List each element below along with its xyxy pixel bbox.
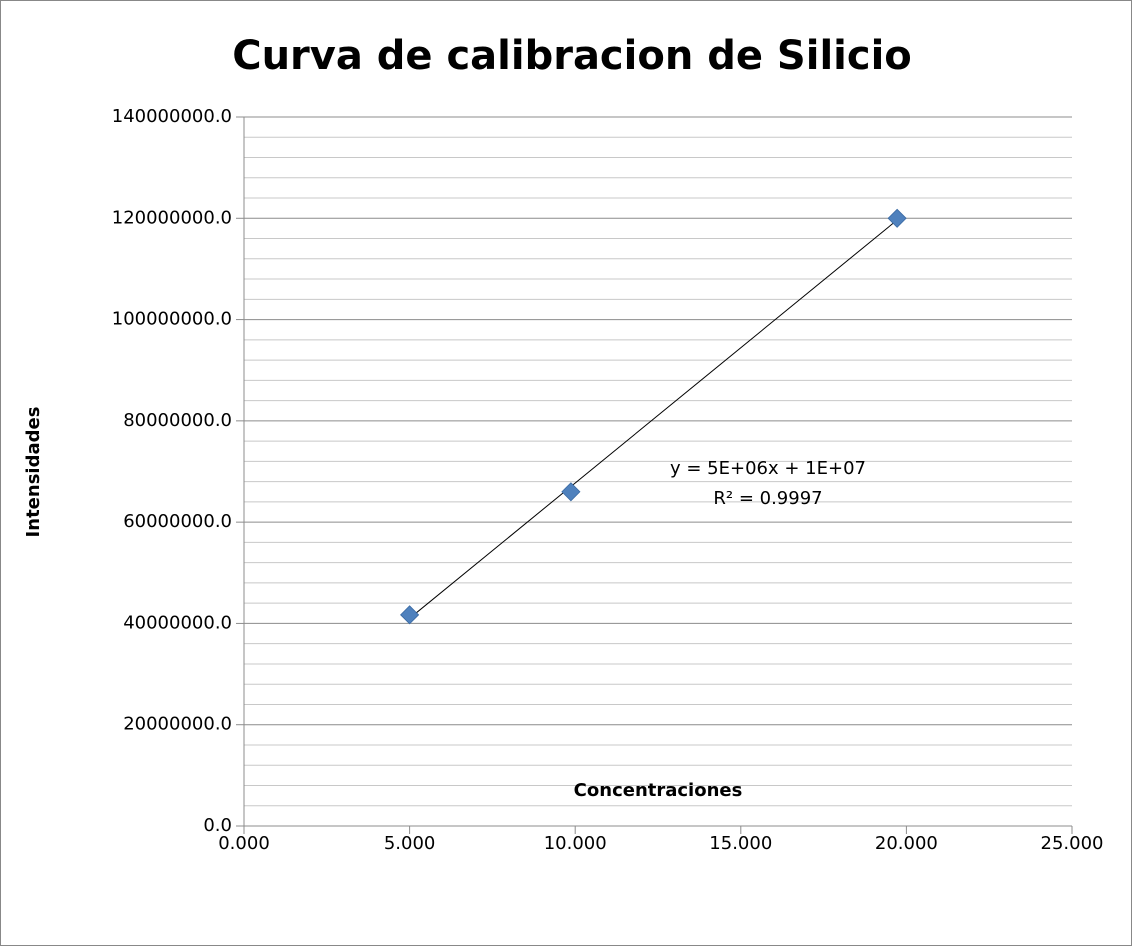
y-tick-label: 80000000.0 — [123, 410, 232, 431]
x-tick-label: 25.000 — [1041, 833, 1104, 854]
plot — [400, 208, 907, 625]
y-tick-label: 140000000.0 — [112, 106, 232, 127]
x-tick-label: 15.000 — [709, 833, 772, 854]
data-point — [887, 208, 907, 228]
data-point — [400, 605, 420, 625]
data-point — [561, 482, 581, 502]
x-tick-label: 0.000 — [218, 833, 270, 854]
y-tick-label: 100000000.0 — [112, 309, 232, 330]
x-tick-label: 5.000 — [384, 833, 436, 854]
x-tick-label: 10.000 — [544, 833, 607, 854]
chart-title: Curva de calibracion de Silicio — [232, 33, 912, 79]
y-tick-label: 40000000.0 — [123, 612, 232, 633]
x-axis-label: Concentraciones — [574, 780, 743, 801]
y-tick-label: 0.0 — [203, 815, 232, 836]
grid: 0.0 20000000.0 40000000.0 60000000.0 8000000… — [112, 106, 1104, 854]
trendline-equation: y = 5E+06x + 1E+07 — [670, 458, 866, 479]
x-tick-label: 20.000 — [875, 833, 938, 854]
y-axis-label: Intensidades — [23, 407, 44, 538]
trendline — [409, 219, 898, 619]
y-tick-label: 120000000.0 — [112, 207, 232, 228]
y-tick-label: 20000000.0 — [123, 714, 232, 735]
y-tick-label: 60000000.0 — [123, 511, 232, 532]
trendline-r2: R² = 0.9997 — [713, 488, 822, 509]
